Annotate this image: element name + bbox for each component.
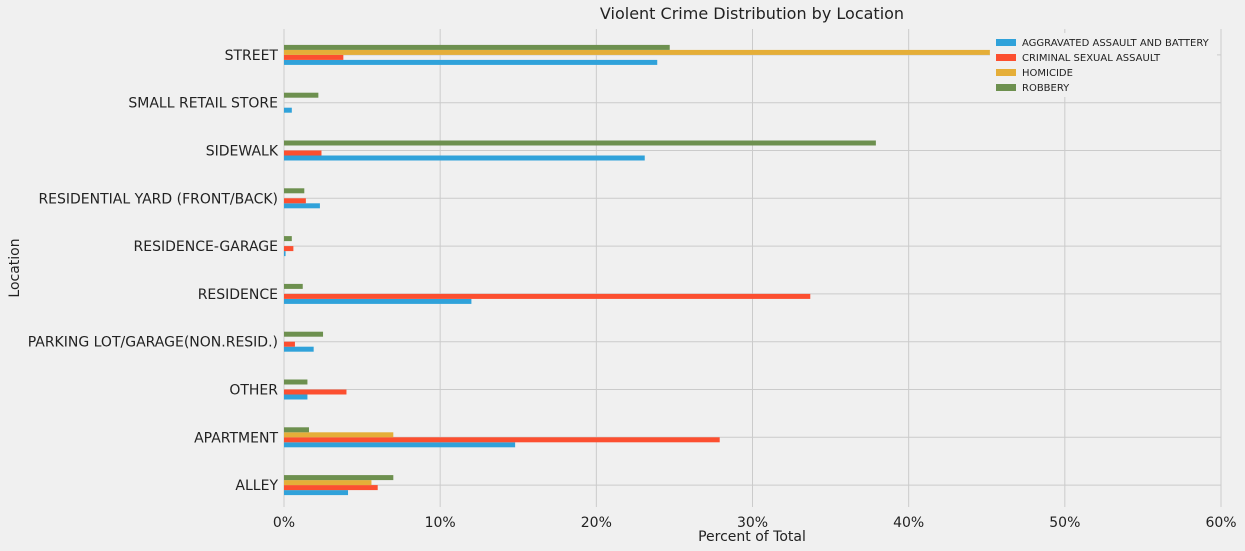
bar (284, 475, 394, 481)
legend-label: CRIMINAL SEXUAL ASSAULT (1022, 53, 1161, 64)
bar (284, 432, 394, 438)
category-label: RESIDENCE (198, 287, 278, 303)
category-label: APARTMENT (194, 430, 278, 446)
bar (284, 437, 720, 443)
bar (284, 427, 309, 433)
bar (284, 107, 292, 113)
bar (284, 92, 319, 98)
legend: AGGRAVATED ASSAULT AND BATTERY CRIMINAL S… (990, 33, 1217, 97)
bar (284, 49, 990, 55)
x-tick-label: 10% (425, 515, 456, 531)
x-tick-label: 0% (273, 515, 295, 531)
x-tick-label: 20% (581, 515, 612, 531)
category-label: ALLEY (235, 478, 278, 494)
legend-box (990, 33, 1217, 97)
bar (284, 188, 305, 194)
legend-swatch (996, 84, 1016, 91)
chart-title: Violent Crime Distribution by Location (600, 4, 904, 23)
bar (284, 341, 295, 347)
category-label: RESIDENCE-GARAGE (134, 239, 278, 255)
category-label: RESIDENTIAL YARD (FRONT/BACK) (38, 191, 278, 207)
category-label: SMALL RETAIL STORE (128, 96, 278, 112)
category-label: PARKING LOT/GARAGE(NON.RESID.) (28, 335, 278, 351)
category-label: SIDEWALK (206, 144, 279, 160)
bar (284, 140, 876, 146)
bars (284, 44, 990, 496)
x-axis-title: Percent of Total (698, 529, 806, 545)
category-label: OTHER (229, 383, 278, 399)
bar (284, 331, 324, 337)
x-tick-labels: 0% 10% 20% 30% 40% 50% 60% (273, 515, 1237, 531)
bar (284, 203, 320, 209)
category-labels: ALLEY APARTMENT OTHER PARKING LOT/GARAGE(NO… (28, 48, 279, 494)
legend-label: HOMICIDE (1022, 68, 1073, 79)
bar (284, 298, 472, 304)
legend-swatch (996, 54, 1016, 61)
bar (284, 293, 811, 299)
bar (284, 442, 516, 448)
bar (284, 346, 314, 352)
bar (284, 155, 645, 161)
bar (284, 389, 347, 395)
legend-label: AGGRAVATED ASSAULT AND BATTERY (1022, 38, 1210, 49)
bar (284, 236, 292, 242)
legend-swatch (996, 39, 1016, 46)
legend-swatch (996, 69, 1016, 76)
x-tick-label: 50% (1049, 515, 1080, 531)
legend-label: ROBBERY (1022, 83, 1070, 94)
y-axis-title: Location (7, 238, 23, 297)
bar (284, 251, 286, 257)
bar (284, 379, 308, 385)
bar (284, 283, 303, 289)
x-tick-label: 60% (1205, 515, 1236, 531)
bar (284, 54, 344, 60)
bar (284, 59, 658, 65)
bar (284, 246, 294, 252)
bar (284, 44, 670, 50)
bar (284, 480, 372, 486)
category-label: STREET (225, 48, 279, 64)
x-tick-label: 40% (893, 515, 924, 531)
bar (284, 150, 322, 156)
bar (284, 394, 308, 400)
bar (284, 485, 378, 491)
bar (284, 198, 306, 204)
bar (284, 490, 349, 496)
x-tick-label: 30% (737, 515, 768, 531)
